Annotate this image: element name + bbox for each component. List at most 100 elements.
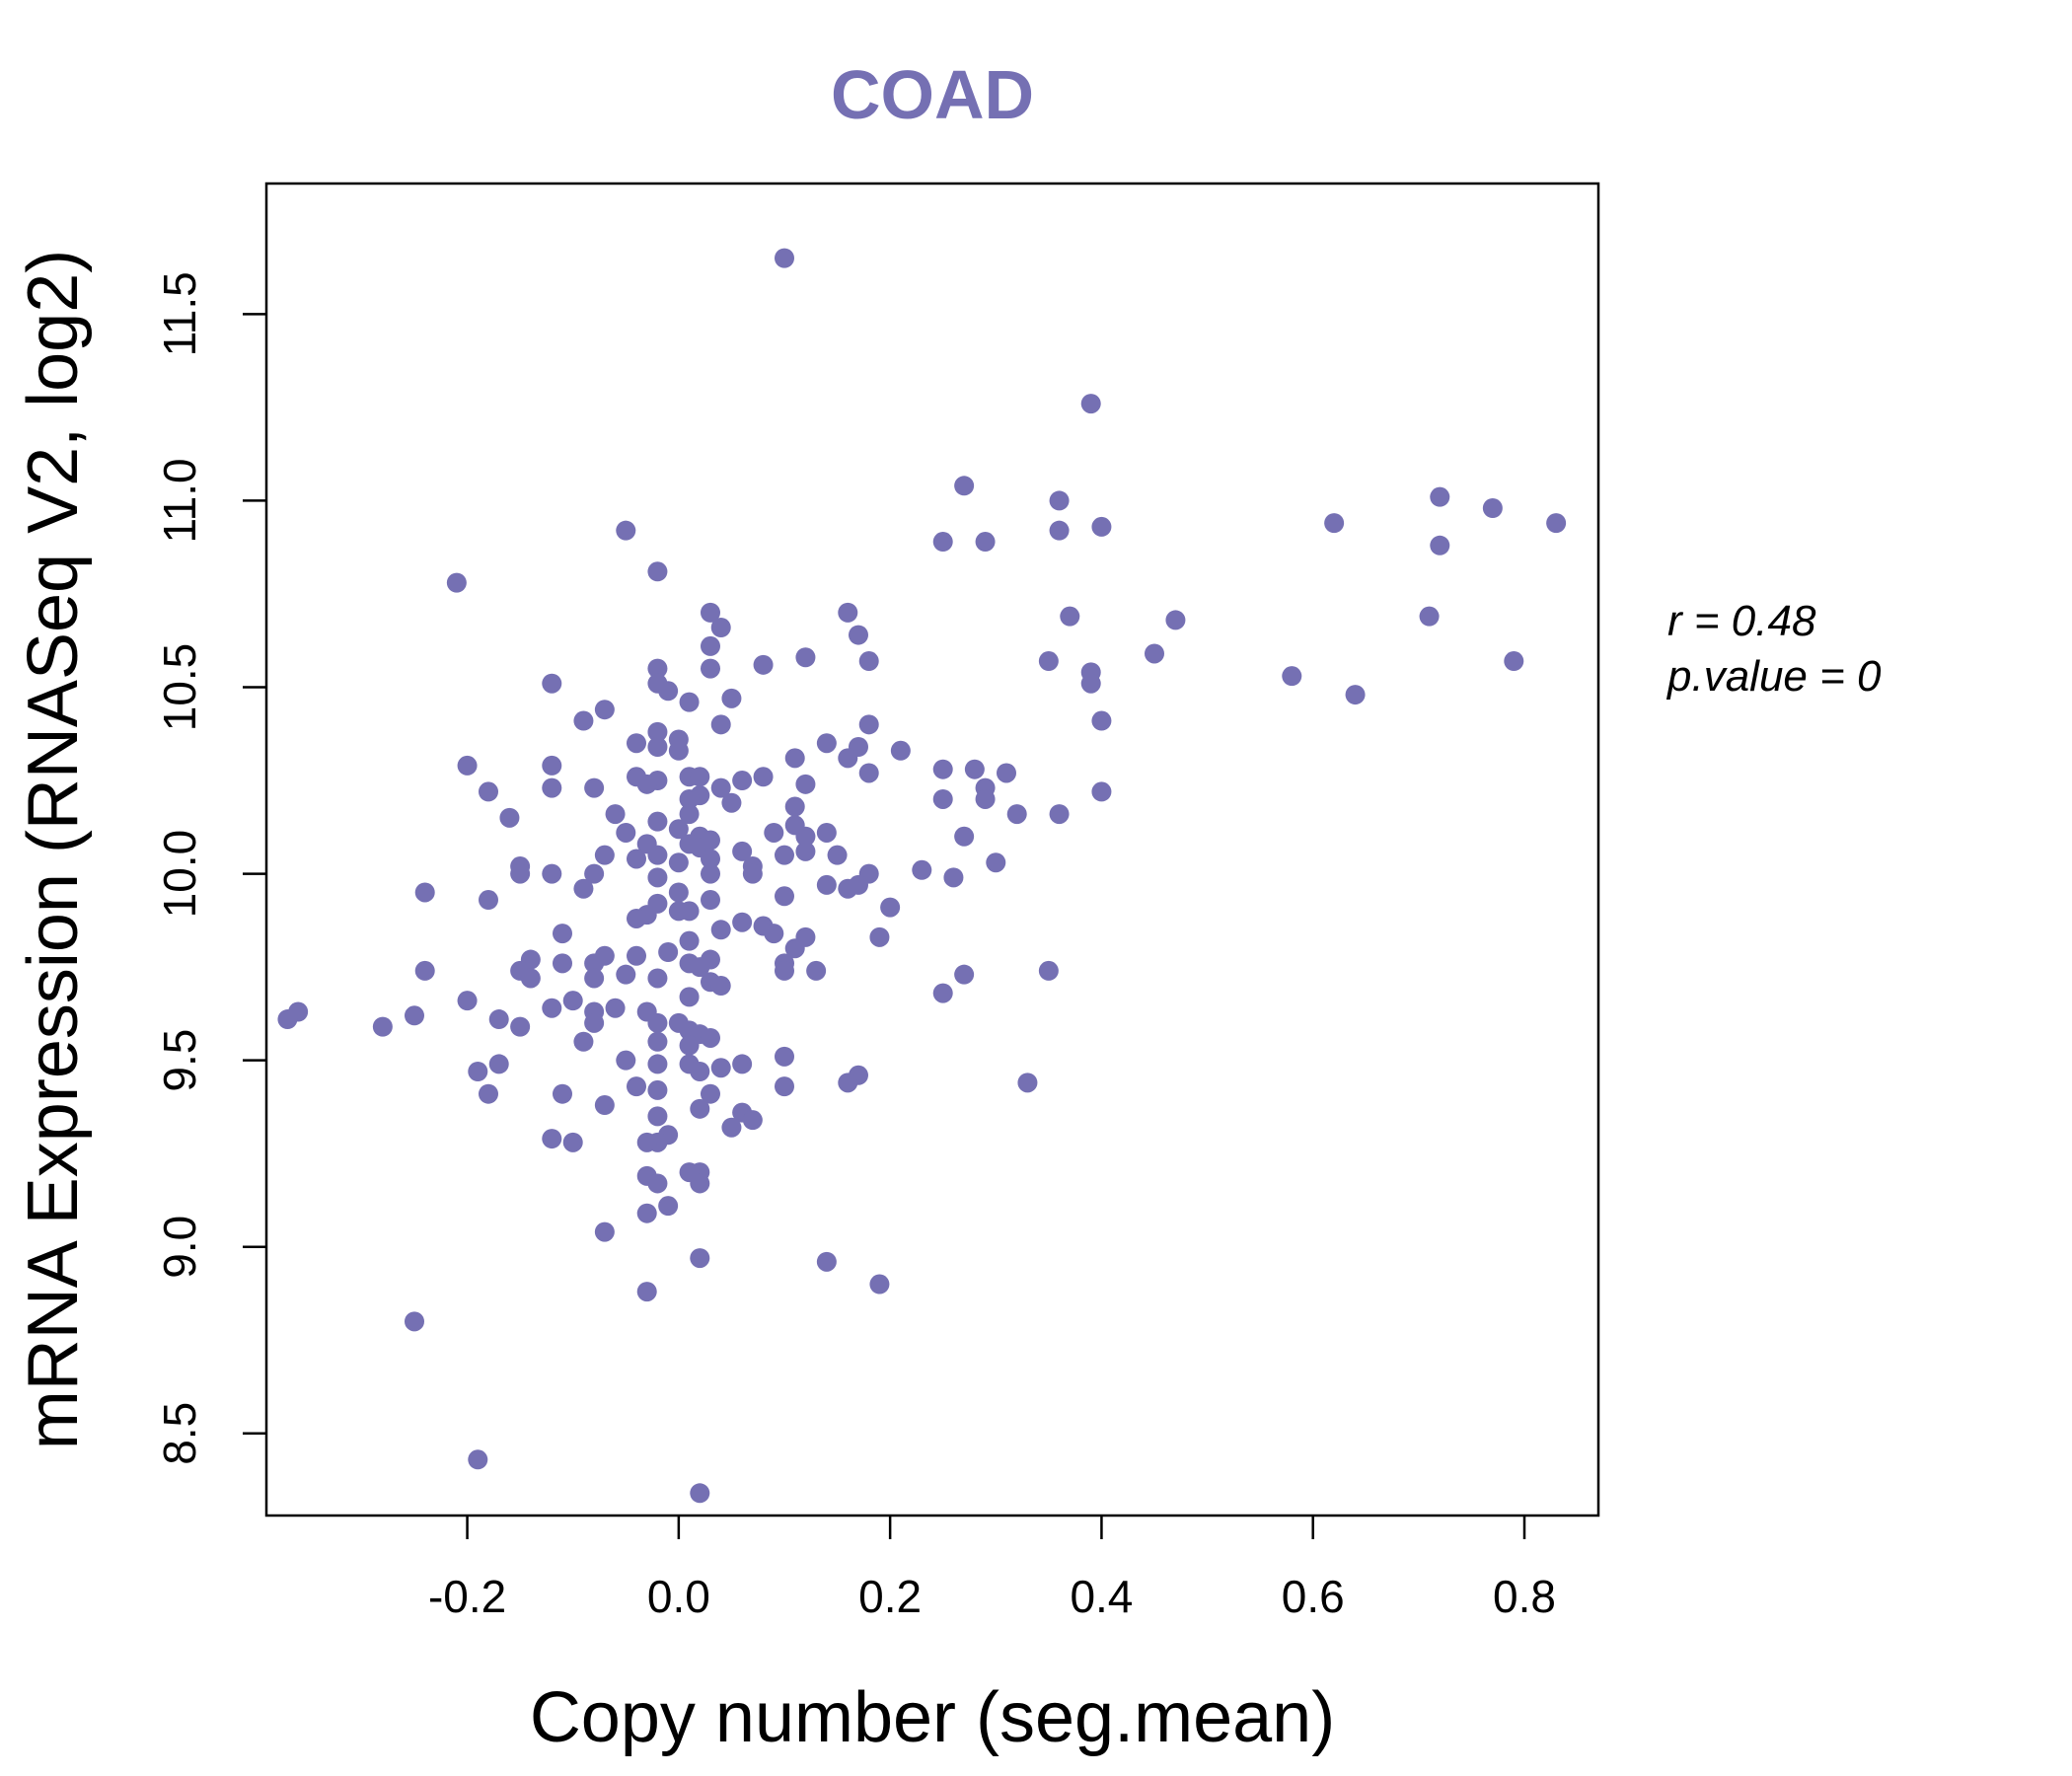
y-axis-title: mRNA Expression (RNASeq V2, log2) <box>14 250 93 1449</box>
data-point-226 <box>594 1221 615 1242</box>
data-point-28 <box>858 651 879 672</box>
data-point-177 <box>277 1009 298 1030</box>
data-point-36 <box>542 673 562 694</box>
data-point-119 <box>943 867 964 888</box>
data-point-63 <box>690 767 710 787</box>
data-point-17 <box>701 602 720 623</box>
data-point-232 <box>468 1449 488 1470</box>
data-point-151 <box>553 953 572 974</box>
data-point-77 <box>679 788 700 809</box>
data-point-66 <box>732 771 753 791</box>
data-point-15 <box>446 572 467 593</box>
data-point-101 <box>795 841 816 861</box>
data-point-79 <box>932 788 953 809</box>
data-point-206 <box>553 1083 572 1104</box>
data-point-5 <box>1482 497 1503 518</box>
data-point-105 <box>647 845 668 865</box>
data-point-144 <box>784 938 805 959</box>
data-point-176 <box>405 1005 424 1026</box>
points-layer <box>277 248 1567 1504</box>
data-point-124 <box>573 878 594 899</box>
data-point-146 <box>627 945 646 966</box>
data-point-38 <box>1345 685 1366 705</box>
data-point-117 <box>584 863 605 884</box>
data-point-108 <box>668 852 689 873</box>
data-point-86 <box>499 807 520 828</box>
data-point-159 <box>775 960 794 981</box>
data-point-27 <box>1038 651 1059 672</box>
data-point-48 <box>627 733 646 754</box>
data-point-41 <box>594 700 615 720</box>
data-point-49 <box>816 733 837 754</box>
data-point-69 <box>710 777 731 798</box>
data-point-53 <box>668 740 689 761</box>
data-point-104 <box>594 845 615 865</box>
data-point-14 <box>647 561 668 582</box>
data-point-21 <box>710 618 731 637</box>
data-point-127 <box>414 882 435 903</box>
y-tick-label-6: 11.5 <box>154 271 205 356</box>
data-point-33 <box>1282 666 1302 687</box>
data-point-114 <box>742 863 763 884</box>
data-point-196 <box>710 1058 731 1078</box>
data-point-87 <box>647 811 668 832</box>
data-point-163 <box>520 968 541 989</box>
data-point-72 <box>636 774 657 794</box>
data-point-150 <box>584 953 605 974</box>
data-point-211 <box>742 1110 763 1131</box>
data-point-230 <box>636 1282 657 1302</box>
y-tick-label-3: 10.0 <box>154 830 205 919</box>
data-point-23 <box>701 635 720 656</box>
data-point-138 <box>710 920 731 940</box>
data-point-18 <box>1060 606 1080 627</box>
x-tick-label-3: 0.4 <box>1070 1571 1133 1622</box>
data-point-51 <box>647 737 668 758</box>
data-point-205 <box>701 1083 720 1104</box>
data-point-31 <box>647 658 668 679</box>
data-point-178 <box>488 1009 509 1030</box>
data-point-216 <box>562 1132 583 1152</box>
data-point-190 <box>775 1046 794 1067</box>
data-point-208 <box>594 1095 615 1116</box>
data-point-89 <box>668 819 689 840</box>
data-point-172 <box>605 998 626 1018</box>
data-point-61 <box>858 763 879 783</box>
y-tick-label-0: 8.5 <box>154 1402 205 1465</box>
data-point-213 <box>721 1117 742 1138</box>
data-point-70 <box>542 777 562 798</box>
data-point-40 <box>679 692 700 712</box>
data-point-92 <box>616 822 636 843</box>
data-point-142 <box>679 930 700 951</box>
data-point-227 <box>690 1248 710 1269</box>
data-point-186 <box>701 1027 720 1048</box>
data-point-45 <box>858 714 879 735</box>
data-point-187 <box>647 1031 668 1052</box>
data-point-233 <box>690 1483 710 1504</box>
data-point-6 <box>1324 513 1345 534</box>
data-point-112 <box>912 859 932 880</box>
data-point-81 <box>784 796 805 817</box>
x-axis: -0.2 0.0 0.2 0.4 0.6 0.8 <box>428 1516 1556 1622</box>
data-point-189 <box>679 1035 700 1056</box>
data-point-42 <box>573 710 594 731</box>
data-point-30 <box>753 654 774 675</box>
data-point-160 <box>954 964 975 985</box>
x-axis-title: Copy number (seg.mean) <box>530 1678 1335 1757</box>
data-point-181 <box>584 1012 605 1033</box>
data-point-155 <box>414 960 435 981</box>
data-point-126 <box>668 882 689 903</box>
data-point-25 <box>795 647 816 668</box>
data-point-157 <box>1038 960 1059 981</box>
y-tick-label-2: 9.5 <box>154 1029 205 1092</box>
data-point-1 <box>1080 394 1101 414</box>
data-point-203 <box>627 1076 646 1097</box>
data-point-145 <box>658 941 679 962</box>
data-point-231 <box>405 1311 424 1332</box>
data-point-140 <box>764 924 784 944</box>
data-point-204 <box>647 1079 668 1100</box>
data-point-3 <box>1049 490 1070 511</box>
data-point-68 <box>795 774 816 794</box>
data-point-26 <box>1504 651 1524 672</box>
x-tick-label-4: 0.6 <box>1282 1571 1345 1622</box>
